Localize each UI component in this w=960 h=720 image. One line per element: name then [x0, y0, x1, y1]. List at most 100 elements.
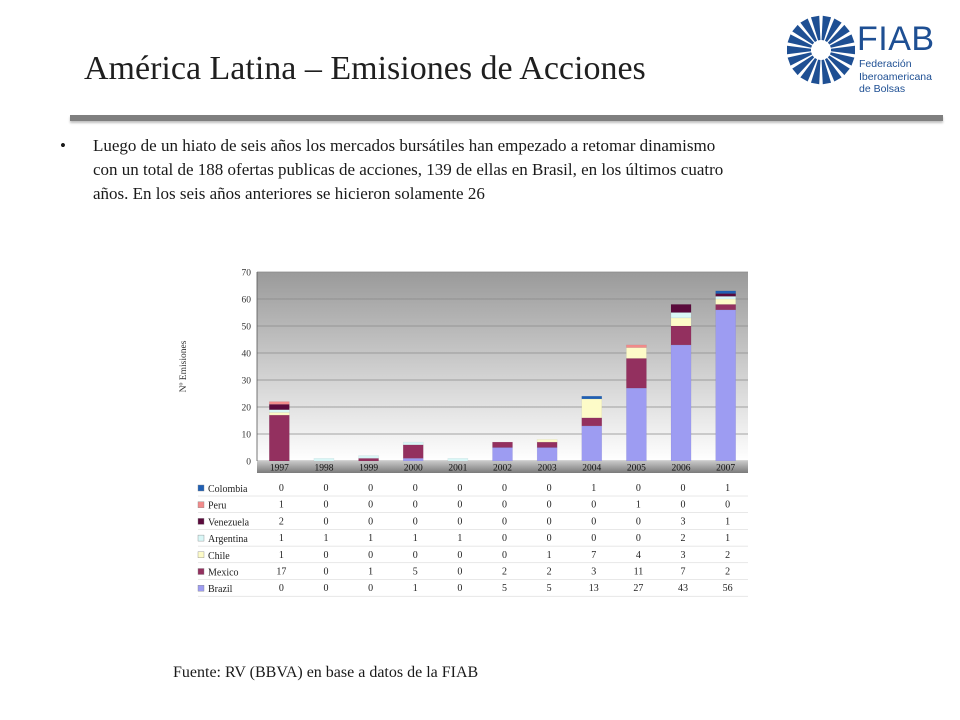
x-tick-label: 1998	[314, 464, 333, 474]
data-table-value: 0	[681, 483, 686, 494]
x-tick-label: 2002	[493, 464, 512, 474]
data-table-value: 0	[323, 567, 328, 578]
data-table-value: 0	[547, 500, 552, 511]
bar-segment-brazil	[581, 425, 603, 462]
bar-segment-argentina	[313, 458, 335, 462]
fiab-logo: FIAB Federación Iberoamericana de Bolsas	[785, 14, 945, 104]
data-table-value: 0	[547, 516, 552, 527]
data-table-series-label: Colombia	[208, 484, 248, 495]
data-table-value: 0	[413, 516, 418, 527]
data-table-value: 3	[681, 550, 686, 561]
bar-segment-peru	[626, 344, 647, 348]
bar-segment-brazil	[715, 309, 736, 462]
data-table-value: 0	[547, 533, 552, 544]
data-table-series-label: Mexico	[208, 568, 239, 579]
legend-swatch	[197, 551, 205, 558]
bar-segment-venezuela	[715, 293, 736, 297]
logo-subtitle: Federación Iberoamericana de Bolsas	[859, 58, 949, 96]
bar-segment-brazil	[492, 447, 513, 462]
data-table-value: 1	[279, 500, 284, 511]
data-table-value: 13	[589, 583, 599, 594]
data-table-value: 1	[591, 483, 596, 494]
data-table-value: 2	[279, 516, 284, 527]
sun-ray	[792, 24, 815, 45]
logo-name: FIAB	[857, 20, 935, 58]
bar-segment-mexico	[402, 444, 424, 459]
data-table-value: 0	[323, 583, 328, 594]
bullet-line: años. En los seis años anteriores se hic…	[93, 184, 485, 203]
data-table-value: 0	[457, 583, 462, 594]
y-tick-label: 50	[242, 323, 252, 333]
data-table-value: 1	[413, 533, 418, 544]
logo-subtitle-line: Federación	[859, 58, 912, 70]
data-table-value: 0	[413, 483, 418, 494]
data-table-value: 17	[276, 567, 286, 578]
data-table-value: 2	[681, 533, 686, 544]
y-tick-label: 0	[246, 458, 251, 468]
bar-segment-brazil	[626, 387, 647, 462]
data-table-value: 3	[591, 567, 596, 578]
x-tick-label: 1999	[359, 464, 378, 474]
data-table-value: 0	[323, 550, 328, 561]
bar-segment-mexico	[626, 358, 647, 389]
logo-subtitle-line: de Bolsas	[859, 83, 906, 95]
data-table-value: 0	[681, 500, 686, 511]
data-table-series-label: Venezuela	[208, 517, 250, 528]
bar-segment-mexico	[670, 325, 692, 346]
x-tick-label: 2003	[538, 464, 557, 474]
data-table-value: 0	[279, 583, 284, 594]
legend-swatch	[197, 501, 205, 508]
data-table-value: 0	[457, 550, 462, 561]
sun-ray	[821, 15, 832, 41]
data-table-value: 3	[681, 516, 686, 527]
bar-segment-chile	[626, 347, 647, 359]
legend-swatch	[197, 568, 205, 575]
data-table-value: 5	[547, 583, 552, 594]
bar-segment-colombia	[581, 395, 603, 400]
source-note: Fuente: RV (BBVA) en base a datos de la …	[173, 664, 479, 681]
bullet-marker: •	[60, 136, 66, 155]
data-table-series-label: Argentina	[208, 534, 248, 545]
data-table-value: 0	[368, 583, 373, 594]
bar-segment-mexico	[536, 441, 558, 448]
y-axis-title: Nº Emisiones	[179, 340, 189, 392]
data-table-value: 2	[502, 567, 507, 578]
y-tick-label: 10	[242, 431, 252, 441]
x-tick-label: 1997	[270, 464, 289, 474]
x-tick-label: 2006	[672, 464, 691, 474]
x-tick-label: 2005	[627, 464, 646, 474]
bar-segment-argentina	[447, 458, 469, 462]
bar-segment-venezuela	[269, 404, 290, 410]
data-table-value: 0	[457, 483, 462, 494]
data-table-value: 0	[323, 483, 328, 494]
bar-segment-brazil	[402, 458, 424, 462]
data-table-value: 0	[636, 533, 641, 544]
title-divider	[70, 115, 943, 121]
data-table-series-label: Brazil	[208, 584, 233, 595]
sun-ray	[787, 45, 811, 55]
data-table-value: 0	[502, 516, 507, 527]
y-tick-label: 20	[242, 404, 252, 414]
bar-segment-chile	[269, 412, 290, 416]
data-table-value: 1	[725, 483, 730, 494]
bar-segment-mexico	[492, 441, 513, 448]
data-table-value: 1	[725, 516, 730, 527]
sun-ray	[800, 58, 818, 82]
sun-ray	[827, 55, 850, 76]
bar-segment-mexico	[358, 458, 379, 462]
bar-segment-chile	[670, 317, 692, 327]
bar-segment-mexico	[269, 414, 290, 462]
bullet-line: Luego de un hiato de seis años los merca…	[93, 136, 716, 155]
data-table-value: 1	[636, 500, 641, 511]
legend-swatch	[197, 534, 205, 542]
sun-ray	[810, 15, 821, 41]
data-table-series-label: Chile	[208, 551, 230, 562]
data-table-value: 1	[368, 567, 373, 578]
data-table-value: 7	[591, 550, 596, 561]
bar-segment-chile	[581, 398, 603, 419]
data-table-value: 0	[457, 567, 462, 578]
sun-ray	[827, 24, 850, 45]
data-table-value: 1	[279, 533, 284, 544]
data-table-value: 4	[636, 550, 641, 561]
